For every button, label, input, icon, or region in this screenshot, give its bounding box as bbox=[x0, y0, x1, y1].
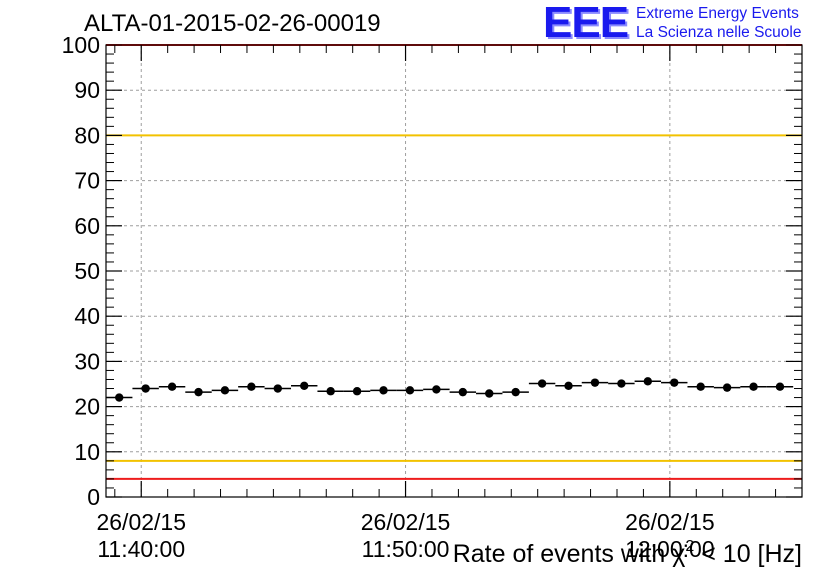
x-tick-date: 26/02/15 bbox=[625, 509, 715, 535]
eee-logo: EEE Extreme Energy Events La Scienza nel… bbox=[543, 0, 802, 47]
data-point bbox=[581, 378, 609, 387]
x-axis-title: Rate of events with χ2 < 10 [Hz] bbox=[453, 538, 802, 568]
data-point-marker bbox=[220, 386, 230, 395]
x-tick-time: 12:00:00 bbox=[625, 536, 715, 562]
axis-ticks bbox=[106, 44, 803, 498]
data-point bbox=[185, 387, 212, 397]
data-point bbox=[528, 379, 556, 388]
data-point-marker bbox=[326, 387, 335, 396]
y-tick-label: 90 bbox=[74, 77, 100, 103]
data-point-marker bbox=[749, 382, 758, 391]
y-tick-labels: 0 10 20 30 40 50 60 70 80 90 100 bbox=[62, 32, 100, 510]
data-point bbox=[766, 382, 794, 391]
data-point bbox=[370, 386, 397, 395]
data-point bbox=[238, 382, 265, 391]
data-point-marker bbox=[115, 393, 124, 402]
data-point bbox=[740, 382, 767, 391]
data-point-marker bbox=[564, 381, 573, 391]
data-point-marker bbox=[696, 382, 705, 391]
grid-lines bbox=[106, 45, 802, 497]
y-tick-label: 100 bbox=[62, 32, 100, 58]
data-point bbox=[687, 382, 714, 391]
reference-lines bbox=[106, 44, 802, 480]
x-tick-time: 11:40:00 bbox=[97, 536, 185, 562]
data-point bbox=[449, 387, 477, 397]
data-point bbox=[211, 386, 239, 395]
y-tick-label: 60 bbox=[74, 213, 100, 239]
run-title: ALTA-01-2015-02-26-00019 bbox=[84, 10, 381, 37]
data-point bbox=[132, 384, 159, 393]
data-point-marker bbox=[537, 379, 547, 388]
y-tick-label: 80 bbox=[74, 122, 100, 148]
data-point bbox=[291, 381, 318, 391]
x-tick-date: 26/02/15 bbox=[96, 509, 186, 535]
data-point bbox=[634, 377, 662, 386]
logo-mark: EEE bbox=[543, 0, 629, 47]
data-point bbox=[158, 382, 186, 391]
x-tick-time: 11:50:00 bbox=[362, 536, 450, 562]
data-point-marker bbox=[775, 382, 785, 391]
data-point-marker bbox=[511, 387, 520, 397]
y-tick-label: 70 bbox=[74, 168, 100, 194]
logo-line-1: Extreme Energy Events bbox=[636, 5, 799, 22]
data-point-marker bbox=[643, 377, 653, 386]
data-point bbox=[502, 387, 529, 397]
data-point bbox=[713, 383, 741, 392]
data-point bbox=[555, 381, 582, 391]
data-point-marker bbox=[194, 387, 203, 397]
data-point bbox=[106, 393, 133, 402]
y-tick-label: 30 bbox=[74, 348, 100, 374]
y-tick-label: 10 bbox=[74, 439, 100, 465]
data-point-marker bbox=[670, 378, 679, 387]
data-point bbox=[264, 384, 292, 393]
y-tick-label: 50 bbox=[74, 258, 100, 284]
data-point bbox=[396, 386, 424, 395]
y-tick-label: 20 bbox=[74, 394, 100, 420]
y-tick-label: 40 bbox=[74, 303, 100, 329]
data-point-marker bbox=[273, 384, 282, 393]
data-point-marker bbox=[617, 379, 626, 388]
data-point bbox=[661, 378, 688, 387]
data-point bbox=[343, 387, 371, 396]
data-point-marker bbox=[405, 386, 415, 395]
data-point-marker bbox=[247, 382, 256, 391]
logo-caption: Extreme Energy Events La Scienza nelle S… bbox=[636, 4, 801, 42]
y-tick-label: 0 bbox=[87, 484, 100, 510]
data-point-marker bbox=[722, 383, 732, 392]
data-point bbox=[608, 379, 635, 388]
data-point-marker bbox=[300, 381, 309, 391]
data-point-marker bbox=[590, 378, 600, 387]
data-point-marker bbox=[432, 385, 441, 394]
data-point-marker bbox=[141, 384, 150, 393]
logo-line-2: La Scienza nelle Scuole bbox=[636, 24, 802, 41]
data-point-marker bbox=[485, 389, 494, 398]
data-point bbox=[476, 389, 503, 398]
x-tick-date: 26/02/15 bbox=[361, 509, 451, 535]
data-points bbox=[106, 377, 794, 402]
data-point-marker bbox=[167, 382, 177, 391]
data-point-marker bbox=[458, 387, 468, 397]
x-tick-labels: 26/02/1511:40:0026/02/1511:50:0026/02/15… bbox=[96, 509, 714, 562]
data-point bbox=[423, 385, 450, 394]
data-point-marker bbox=[352, 387, 362, 396]
data-point bbox=[317, 387, 344, 396]
data-point-marker bbox=[379, 386, 388, 395]
